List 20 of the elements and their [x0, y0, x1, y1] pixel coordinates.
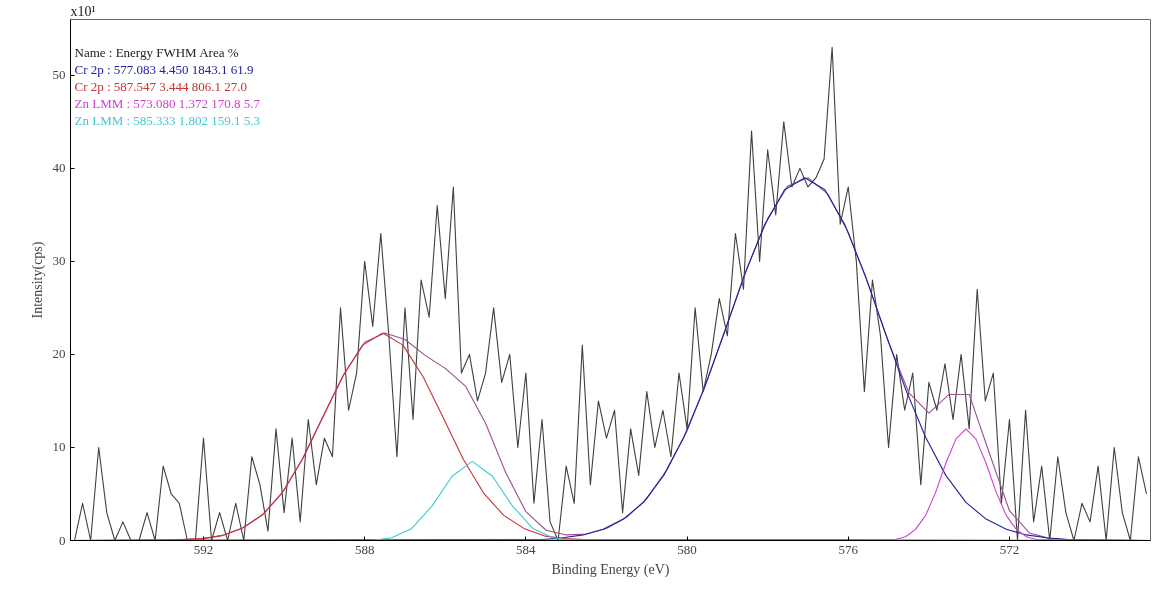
- text: Cr 2p : 587.547 3.444 806.1 27.0: [74, 78, 248, 94]
- text: Zn LMM : 573.080 1.372 170.8 5.7: [74, 95, 261, 111]
- x-tick-label: 584: [516, 541, 537, 557]
- x-tick-label: 588: [354, 541, 375, 557]
- x-tick-label: 580: [677, 541, 697, 557]
- text: Zn LMM : 585.333 1.802 159.1 5.3: [74, 112, 261, 128]
- y-tick-label: 0: [59, 532, 66, 548]
- text: x10¹: [70, 3, 96, 19]
- y-tick-label: 40: [52, 160, 66, 176]
- y-tick-label: 50: [52, 67, 66, 83]
- y-axis-title: Intensity(cps): [29, 241, 46, 319]
- text: Cr 2p : 577.083 4.450 1843.1 61.9: [74, 61, 254, 77]
- legend-title: Name : Energy FWHM Area %: [74, 44, 239, 60]
- y-tick-label: 30: [52, 253, 66, 269]
- y-tick-label: 20: [52, 346, 66, 362]
- x-axis-title: Binding Energy (eV): [551, 561, 670, 578]
- x-tick-label: 576: [838, 541, 859, 557]
- x-tick-label: 572: [999, 541, 1020, 557]
- x-tick-label: 592: [193, 541, 214, 557]
- y-tick-label: 10: [52, 439, 66, 455]
